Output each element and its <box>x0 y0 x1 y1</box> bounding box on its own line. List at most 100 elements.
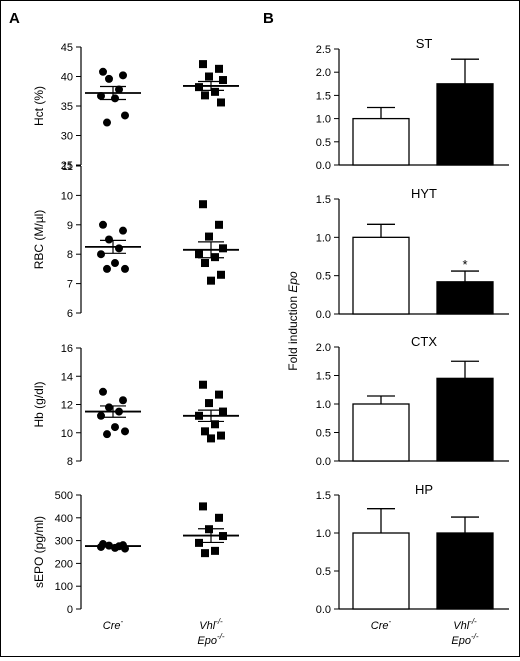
group-label-epo: Epo-/- <box>451 632 478 647</box>
barchart-1: 0.0 0.5 1.0 1.5 2.0 2.5 ST <box>316 36 509 172</box>
data-point-square <box>211 87 219 96</box>
panel-b-y-axis-label-gene: Epo <box>286 271 300 293</box>
panel-b-y-axis-label: Fold induction Epo <box>286 271 300 371</box>
bar <box>352 532 410 610</box>
data-point-circle <box>97 91 105 100</box>
y-tick-label: 0.5 <box>316 137 331 149</box>
y-tick-label: 7 <box>67 279 73 291</box>
data-point-square <box>205 72 213 81</box>
data-point-circle <box>119 396 127 405</box>
panel-title: CTX <box>411 334 437 349</box>
group-label-cre-sup: - <box>121 617 124 626</box>
data-point-square <box>199 60 207 69</box>
group-label-vhl-sup: -/- <box>469 617 477 626</box>
bar <box>436 377 494 462</box>
data-point-circle <box>105 235 113 244</box>
dotplot-3: 8 10 12 14 16 Hb (g/dl) <box>32 343 239 468</box>
data-point-square <box>195 250 203 259</box>
data-point-circle <box>121 427 129 436</box>
data-point-square <box>199 502 207 511</box>
data-point-square <box>215 64 223 73</box>
group-label-cre-name: Cre <box>103 620 121 632</box>
group-label-epo-sup: -/- <box>471 632 479 641</box>
barchart-4: 0.0 0.5 1.0 1.5 HP <box>316 482 509 616</box>
y-tick-label: 9 <box>67 220 73 232</box>
panels: 25 30 35 40 45 Hct (%) 6 7 8 9 10 11 RBC (M/µl) 8 10 12… <box>32 36 509 647</box>
data-point-circle <box>103 118 111 127</box>
barchart-3: 0.0 0.5 1.0 1.5 2.0 CTX <box>316 334 509 468</box>
y-tick-label: 400 <box>55 513 73 525</box>
y-axis-label: RBC (M/µl) <box>32 210 46 270</box>
y-tick-label: 1.0 <box>316 528 331 540</box>
y-tick-label: 45 <box>61 42 73 54</box>
data-point-circle <box>103 264 111 273</box>
data-point-circle <box>99 220 107 229</box>
data-point-square <box>201 259 209 268</box>
y-tick-label: 0.0 <box>316 160 331 172</box>
dotplot-1: 25 30 35 40 45 Hct (%) <box>32 42 239 172</box>
bar <box>436 281 494 315</box>
data-point-circle <box>111 94 119 103</box>
y-tick-label: 2.0 <box>316 67 331 79</box>
y-tick-label: 16 <box>61 343 73 355</box>
data-point-circle <box>105 74 113 83</box>
y-tick-label: 300 <box>55 536 73 548</box>
y-tick-label: 10 <box>61 428 73 440</box>
y-axis-label: Hct (%) <box>32 86 46 126</box>
y-tick-label: 0.0 <box>316 309 331 321</box>
data-point-square <box>215 220 223 229</box>
data-point-square <box>199 200 207 209</box>
panel-title: HP <box>415 482 433 497</box>
group-label-vhl-name: Vhl <box>199 620 215 632</box>
group-label-epo-sup: -/- <box>217 632 225 641</box>
y-tick-label: 2.0 <box>316 342 331 354</box>
y-tick-label: 12 <box>61 400 73 412</box>
panel-label-b: B <box>263 10 274 27</box>
y-tick-label: 100 <box>55 581 73 593</box>
data-point-circle <box>115 244 123 253</box>
group-label-cre-name: Cre <box>371 620 389 632</box>
data-point-square <box>219 407 227 416</box>
dotplot-2: 6 7 8 9 10 11 RBC (M/µl) <box>32 161 239 320</box>
y-tick-label: 0.5 <box>316 566 331 578</box>
data-point-square <box>217 270 225 279</box>
y-tick-label: 2.5 <box>316 44 331 56</box>
y-tick-label: 1.5 <box>316 90 331 102</box>
group-label-epo-name: Epo <box>451 635 471 647</box>
data-point-square <box>219 244 227 253</box>
y-tick-label: 40 <box>61 72 73 84</box>
y-tick-label: 1.0 <box>316 232 331 244</box>
y-tick-label: 8 <box>67 249 73 261</box>
data-point-square <box>205 232 213 241</box>
panel-b-y-axis-label-prefix: Fold induction <box>286 293 300 371</box>
data-point-circle <box>121 264 129 273</box>
group-label-epo-name: Epo <box>197 635 217 647</box>
bar <box>436 83 494 166</box>
data-point-square <box>199 380 207 389</box>
y-tick-label: 1.0 <box>316 114 331 126</box>
data-point-circle <box>119 71 127 80</box>
y-axis-label: sEPO (pg/ml) <box>32 516 46 588</box>
y-tick-label: 1.0 <box>316 399 331 411</box>
y-tick-label: 8 <box>67 456 73 468</box>
group-label-cre: Cre- <box>103 617 124 632</box>
data-point-circle <box>111 259 119 268</box>
data-point-square <box>211 420 219 429</box>
data-point-circle <box>105 403 113 412</box>
data-point-square <box>201 549 209 558</box>
data-point-square <box>207 434 215 443</box>
data-point-circle <box>99 67 107 76</box>
data-point-square <box>195 83 203 92</box>
data-point-square <box>219 76 227 85</box>
data-point-square <box>207 276 215 285</box>
data-point-circle <box>115 85 123 94</box>
y-tick-label: 0.0 <box>316 456 331 468</box>
group-label-epo: Epo-/- <box>197 632 224 647</box>
bar <box>352 236 410 315</box>
y-tick-label: 1.5 <box>316 490 331 502</box>
panel-a-group-labels: Cre- Vhl-/-Epo-/- <box>103 617 225 647</box>
y-tick-label: 10 <box>61 190 73 202</box>
y-tick-label: 200 <box>55 558 73 570</box>
group-label-vhl-name: Vhl <box>453 620 469 632</box>
